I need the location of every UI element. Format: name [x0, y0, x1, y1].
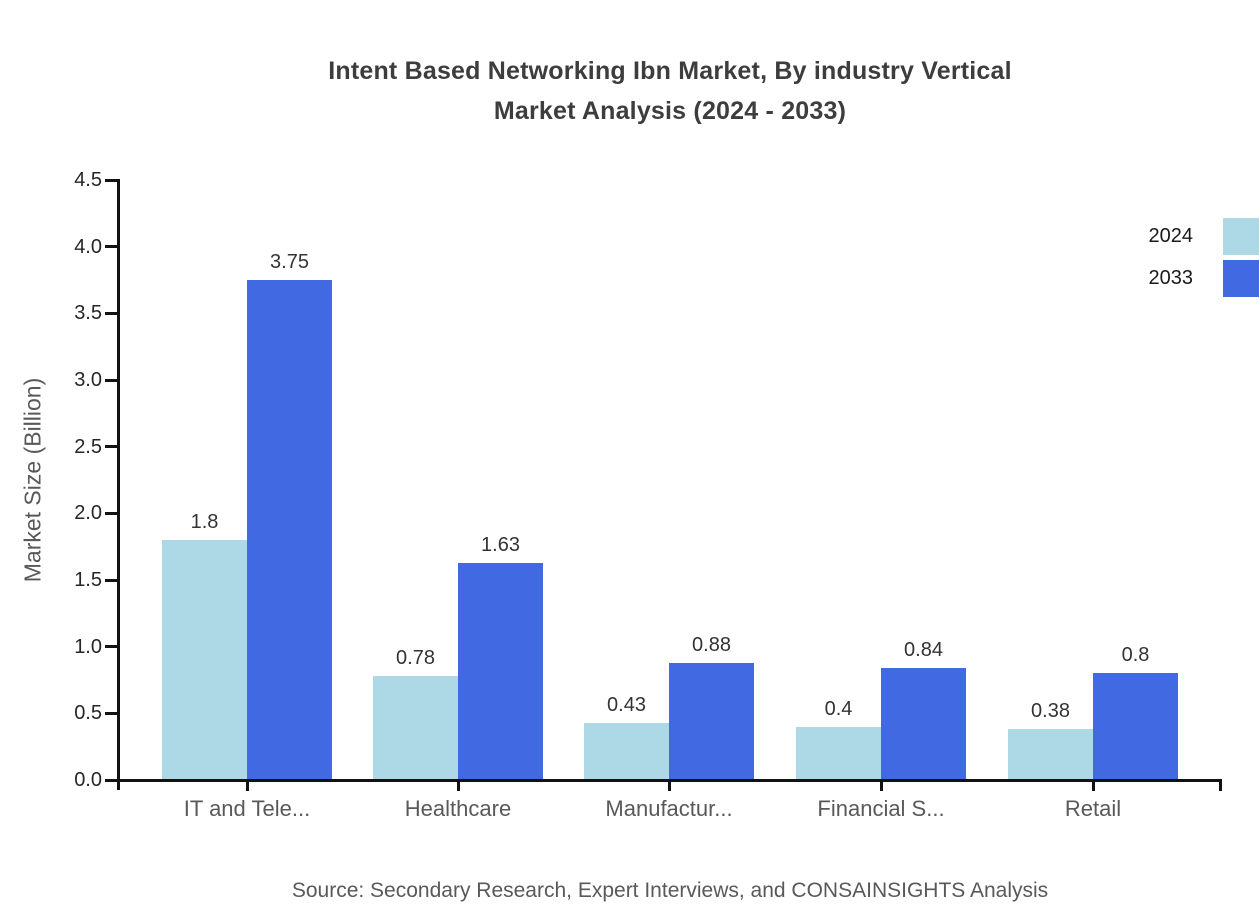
bar-2033-IT and Tele... — [247, 280, 332, 780]
legend-label: 2033 — [1148, 267, 1194, 289]
y-axis-tick-label: 2.5 — [74, 435, 102, 458]
x-axis-end-tick — [1219, 781, 1222, 791]
x-axis-tick — [456, 781, 460, 791]
y-axis-tick-label: 0.5 — [74, 702, 102, 725]
legend-swatch-2024 — [1223, 218, 1259, 255]
bar-2033-Healthcare — [458, 562, 543, 780]
legend: 2024 2033 — [1148, 218, 1259, 297]
x-axis-category-label: IT and Tele... — [183, 796, 311, 821]
bar-value-label: 0.4 — [824, 697, 853, 720]
x-axis-tick — [245, 781, 249, 791]
y-axis-tick — [105, 445, 117, 449]
y-axis-tick-label: 1.5 — [74, 569, 102, 591]
y-axis-tick-label: 0.0 — [74, 769, 102, 791]
y-axis-tick — [105, 511, 117, 515]
chart-title-line2: Market Analysis (2024 - 2033) — [493, 97, 847, 125]
y-axis-tick — [105, 178, 117, 182]
bar-value-label: 0.88 — [692, 633, 731, 656]
bar-value-label: 0.43 — [607, 693, 646, 716]
bar-2024-Financial S... — [796, 726, 881, 780]
x-axis-line — [108, 778, 1222, 782]
chart-title-line1: Intent Based Networking Ibn Market, By i… — [328, 57, 1012, 85]
y-axis-tick — [105, 311, 117, 315]
y-axis-tick — [105, 711, 117, 715]
legend-label: 2024 — [1148, 225, 1194, 247]
bar-2033-Retail — [1093, 673, 1178, 780]
y-axis-tick — [105, 578, 117, 582]
x-axis-category-label: Healthcare — [404, 796, 512, 821]
legend-item-2024: 2024 — [1148, 218, 1259, 255]
y-axis-tick-label: 4.5 — [74, 169, 102, 191]
chart-title: Intent Based Networking Ibn Market, By i… — [107, 51, 1233, 131]
x-axis-category-label: Manufactur... — [605, 796, 733, 821]
x-axis-tick — [1091, 781, 1095, 791]
bar-value-label: 0.8 — [1121, 644, 1150, 667]
x-axis-tick — [667, 781, 671, 791]
bar-2024-IT and Tele... — [162, 540, 247, 780]
y-axis-tick-label: 1.0 — [74, 635, 102, 658]
legend-item-2033: 2033 — [1148, 260, 1259, 297]
y-axis-tick — [105, 645, 117, 649]
y-axis-tick-label: 2.0 — [74, 502, 102, 525]
y-axis-line — [117, 179, 120, 790]
y-axis-tick-label: 3.5 — [74, 302, 102, 325]
bar-2024-Healthcare — [373, 676, 458, 780]
bar-2024-Retail — [1008, 729, 1093, 780]
bar-value-label: 0.84 — [904, 639, 943, 661]
bar-value-label: 3.75 — [270, 251, 309, 273]
legend-swatch-2033 — [1223, 260, 1259, 297]
bar-2033-Manufactur... — [669, 662, 754, 780]
bar-value-label: 1.63 — [481, 533, 520, 556]
y-axis-tick-label: 4.0 — [74, 235, 102, 258]
x-axis-category-label: Retail — [1064, 796, 1122, 821]
bar-2033-Financial S... — [881, 668, 966, 780]
y-axis-tick-label: 3.0 — [74, 369, 102, 391]
y-axis-tick — [105, 245, 117, 249]
y-axis-title: Market Size (Billion) — [19, 377, 46, 583]
y-axis-tick — [105, 378, 117, 382]
source-note: Source: Secondary Research, Expert Inter… — [291, 879, 1049, 902]
x-axis-category-label: Financial S... — [817, 796, 945, 821]
bar-value-label: 0.38 — [1031, 700, 1070, 723]
x-axis-tick — [879, 781, 883, 791]
bar-value-label: 0.78 — [396, 647, 435, 669]
bar-value-label: 1.8 — [190, 511, 219, 533]
bar-2024-Manufactur... — [584, 722, 669, 780]
